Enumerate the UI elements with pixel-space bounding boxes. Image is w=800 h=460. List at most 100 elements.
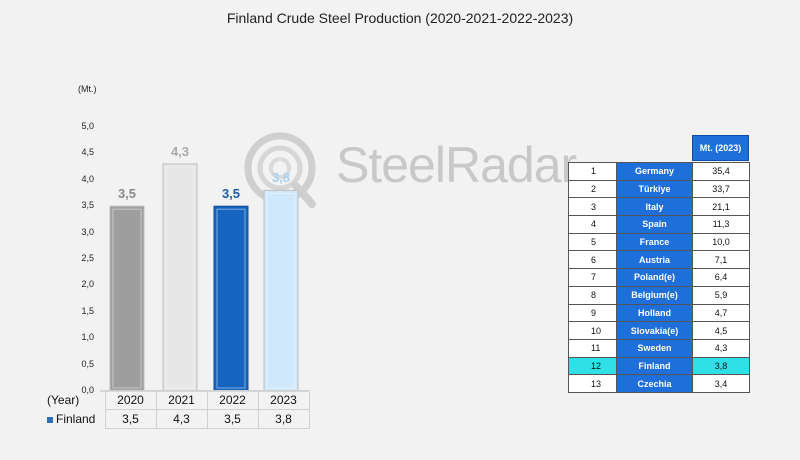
watermark-text: SteelRadar — [336, 137, 577, 193]
y-tick-label: 2,5 — [81, 253, 94, 263]
bar — [213, 205, 249, 392]
y-tick-label: 3,5 — [81, 200, 94, 211]
bar — [162, 163, 198, 392]
ranking-row: 8 Belgium(e) 5,9 — [568, 285, 750, 305]
value-cell: 3,8 — [257, 409, 310, 429]
ranking-row: 1 Germany 35,4 — [568, 162, 750, 181]
bar-2023 — [263, 189, 299, 392]
value-cell: 35,4 — [692, 162, 750, 181]
year-cell: 2021 — [155, 390, 208, 410]
bar-bevel — [266, 192, 296, 389]
bar-2020 — [109, 205, 145, 392]
ranking-row: 6 Austria 7,1 — [568, 250, 750, 270]
rank-cell: 7 — [568, 268, 617, 287]
bar-bevel — [216, 208, 246, 389]
value-cell: 4,3 — [155, 409, 208, 429]
ranking-row: 5 France 10,0 — [568, 232, 750, 252]
series-legend: Finland — [44, 410, 105, 429]
bar-value-label: 3,8 — [271, 170, 291, 186]
bar-value-label: 4,3 — [170, 143, 190, 159]
rank-cell: 4 — [568, 215, 617, 234]
rank-cell: 13 — [568, 374, 617, 393]
ranking-row: 3 Italy 21,1 — [568, 197, 750, 217]
value-cell: 6,4 — [692, 268, 750, 287]
country-cell: Czechia — [616, 374, 693, 393]
rank-cell: 6 — [568, 250, 617, 270]
ranking-row: 4 Spain 11,3 — [568, 215, 750, 234]
ranking-row: 12 Finland 3,8 — [568, 356, 750, 376]
value-cell: 11,3 — [692, 215, 750, 234]
country-cell: Slovakia(e) — [616, 321, 693, 340]
y-tick-label: 5,0 — [81, 121, 94, 131]
country-cell: Türkiye — [616, 179, 693, 199]
chart-title: Finland Crude Steel Production (2020-202… — [226, 10, 574, 26]
country-cell: Holland — [616, 303, 693, 323]
value-cell: 21,1 — [692, 197, 750, 217]
y-tick-label: 1,0 — [81, 332, 94, 343]
y-tick-label: 4,0 — [81, 173, 94, 184]
ranking-row: 2 Türkiye 33,7 — [568, 179, 750, 199]
year-cell: 2022 — [206, 390, 259, 410]
country-cell: Belgium(e) — [616, 285, 693, 305]
ranking-row: 9 Holland 4,7 — [568, 303, 750, 323]
country-cell: Germany — [616, 162, 693, 181]
value-cell: 4,7 — [692, 303, 750, 323]
country-cell: Spain — [616, 215, 693, 234]
ranking-header: Mt. (2023) — [692, 135, 749, 161]
value-cell: 7,1 — [692, 250, 750, 270]
legend-swatch-icon — [47, 416, 53, 423]
bar — [109, 205, 145, 392]
y-tick-label: 4,5 — [81, 147, 94, 158]
y-axis-unit: (Mt.) — [78, 84, 97, 94]
bar-value-label: 3,5 — [117, 186, 137, 202]
value-cell: 5,9 — [692, 285, 750, 305]
rank-cell: 10 — [568, 321, 617, 340]
bar-2022 — [213, 205, 249, 392]
value-cell: 10,0 — [692, 232, 750, 252]
steelradar-watermark: SteelRadar — [238, 128, 577, 208]
y-tick-label: 0,5 — [81, 358, 94, 369]
country-cell: Austria — [616, 250, 693, 270]
country-cell: Italy — [616, 197, 693, 217]
rank-cell: 12 — [568, 356, 617, 376]
bar — [263, 189, 299, 392]
y-tick-label: 3,0 — [81, 226, 94, 237]
rank-cell: 3 — [568, 197, 617, 217]
data-table-value-row: Finland 3,5 4,3 3,5 3,8 — [44, 409, 310, 429]
data-table-header-row: (Year) 2020 2021 2022 2023 — [44, 390, 310, 410]
rank-cell: 2 — [568, 179, 617, 199]
data-table: (Year) 2020 2021 2022 2023 Finland 3,5 4… — [44, 390, 310, 429]
country-cell: France — [616, 232, 693, 252]
rank-cell: 1 — [568, 162, 617, 181]
bar-bevel — [165, 166, 195, 389]
year-cell: 2023 — [257, 390, 310, 410]
rank-cell: 11 — [568, 338, 617, 358]
country-cell: Poland(e) — [616, 268, 693, 287]
country-cell: Finland — [616, 356, 693, 376]
value-cell: 3,8 — [692, 356, 750, 376]
y-tick-label: 0,0 — [81, 385, 94, 395]
country-cell: Sweden — [616, 338, 693, 358]
rank-cell: 8 — [568, 285, 617, 305]
ranking-table: 1 Germany 35,4 2 Türkiye 33,7 3 Italy 21,1 4 Spain… — [568, 162, 750, 393]
rank-cell: 5 — [568, 232, 617, 252]
value-cell: 3,4 — [692, 374, 750, 393]
ranking-row: 10 Slovakia(e) 4,5 — [568, 321, 750, 340]
year-header: (Year) — [47, 393, 80, 407]
y-tick-label: 2,0 — [81, 279, 94, 290]
bar-bevel — [112, 208, 142, 389]
value-cell: 33,7 — [692, 179, 750, 199]
ranking-row: 7 Poland(e) 6,4 — [568, 268, 750, 287]
bar-value-label: 3,5 — [221, 186, 241, 202]
value-cell: 4,5 — [692, 321, 750, 340]
bar-2021 — [162, 163, 198, 392]
value-cell: 3,5 — [104, 409, 157, 429]
year-cell: 2020 — [104, 390, 157, 410]
series-name: Finland — [56, 412, 96, 426]
y-tick-label: 1,5 — [81, 305, 94, 316]
value-cell: 4,3 — [692, 338, 750, 358]
ranking-row: 13 Czechia 3,4 — [568, 374, 750, 393]
rank-cell: 9 — [568, 303, 617, 323]
